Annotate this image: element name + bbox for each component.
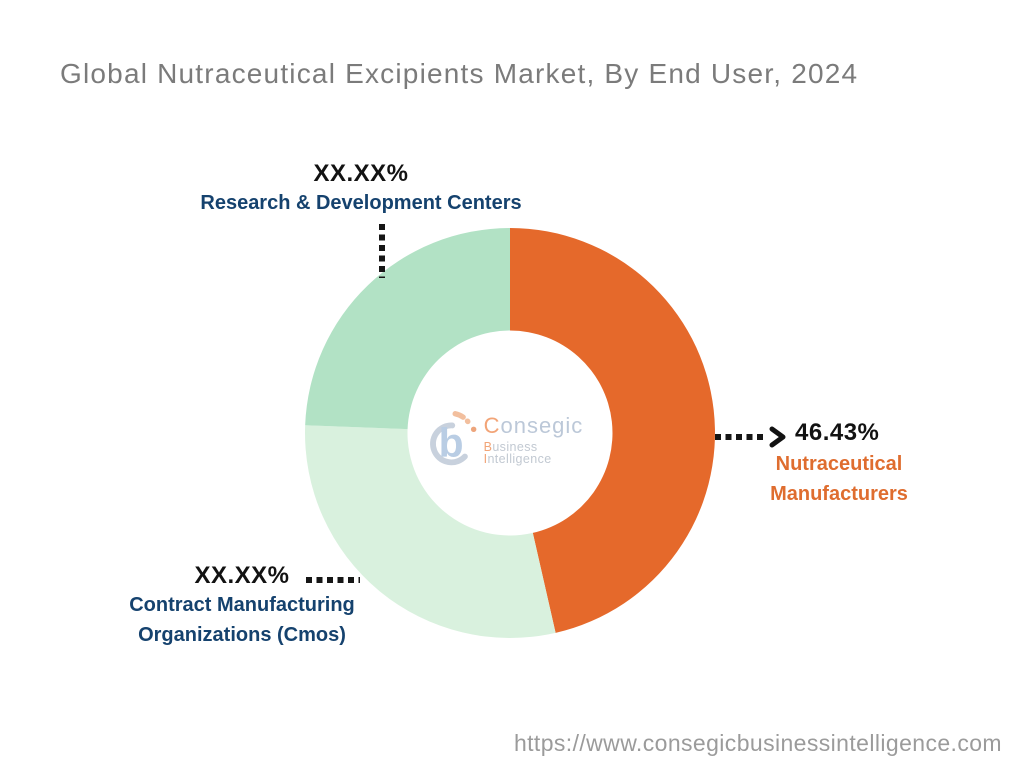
donut-segment-contract-manufacturing-organizations [305, 425, 556, 638]
callout-cmos: XX.XX% Contract Manufacturing Organizati… [92, 562, 392, 650]
rnd-label: Research & Development Centers [200, 192, 522, 214]
manufacturers-value: 46.43% [795, 419, 880, 446]
cmos-connector-dots [306, 577, 360, 583]
donut-segment-research-development-centers [305, 228, 510, 430]
source-url: https://www.consegicbusinessintelligence… [513, 730, 1002, 756]
rnd-value: XX.XX% [313, 160, 409, 187]
manufacturers-label-line1: Nutraceutical [775, 453, 903, 475]
donut-chart [305, 228, 715, 638]
manufacturers-connector-dots [715, 434, 767, 440]
arrow-right-icon [769, 426, 786, 448]
cmos-label-line1: Contract Manufacturing [129, 594, 355, 616]
cmos-label-line2: Organizations (Cmos) [138, 624, 346, 646]
cmos-value: XX.XX% [194, 562, 290, 589]
callout-research-development: XX.XX% Research & Development Centers [136, 160, 586, 218]
rnd-connector-dots [379, 224, 385, 278]
callout-manufacturers: Nutraceutical Manufacturers [741, 449, 937, 509]
donut-segment-nutraceutical-manufacturers [510, 228, 715, 633]
chart-title: Global Nutraceutical Excipients Market, … [60, 58, 859, 89]
manufacturers-label-line2: Manufacturers [770, 483, 908, 505]
